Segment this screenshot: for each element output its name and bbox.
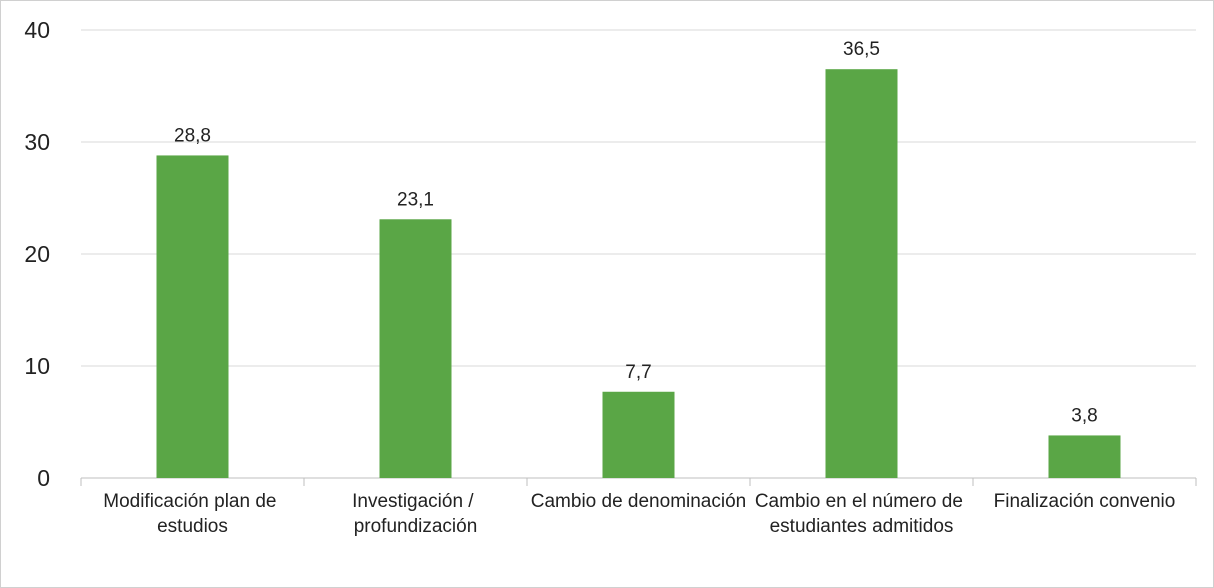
value-label: 23,1 (397, 189, 434, 210)
value-label: 7,7 (625, 362, 651, 383)
bar (602, 391, 675, 478)
y-tick-label: 10 (24, 353, 50, 379)
y-tick-label: 0 (37, 465, 50, 491)
value-label: 28,8 (174, 125, 211, 146)
x-tick-label: Finalización convenio (994, 491, 1176, 512)
y-tick-label: 30 (24, 129, 50, 155)
y-tick-label: 20 (24, 241, 50, 267)
bar (156, 155, 229, 478)
value-label: 3,8 (1071, 405, 1097, 426)
value-label: 36,5 (843, 39, 880, 60)
x-tick-label: Cambio en el número de estudiantes admit… (755, 491, 968, 537)
bar (379, 219, 452, 478)
y-tick-label: 40 (24, 17, 50, 43)
x-tick-label: Modificación plan de estudios (103, 491, 282, 537)
x-tick-label: Investigación / profundización (352, 491, 479, 537)
x-tick-label: Cambio de denominación (531, 491, 746, 512)
bar (1048, 435, 1121, 478)
bar (825, 69, 898, 478)
